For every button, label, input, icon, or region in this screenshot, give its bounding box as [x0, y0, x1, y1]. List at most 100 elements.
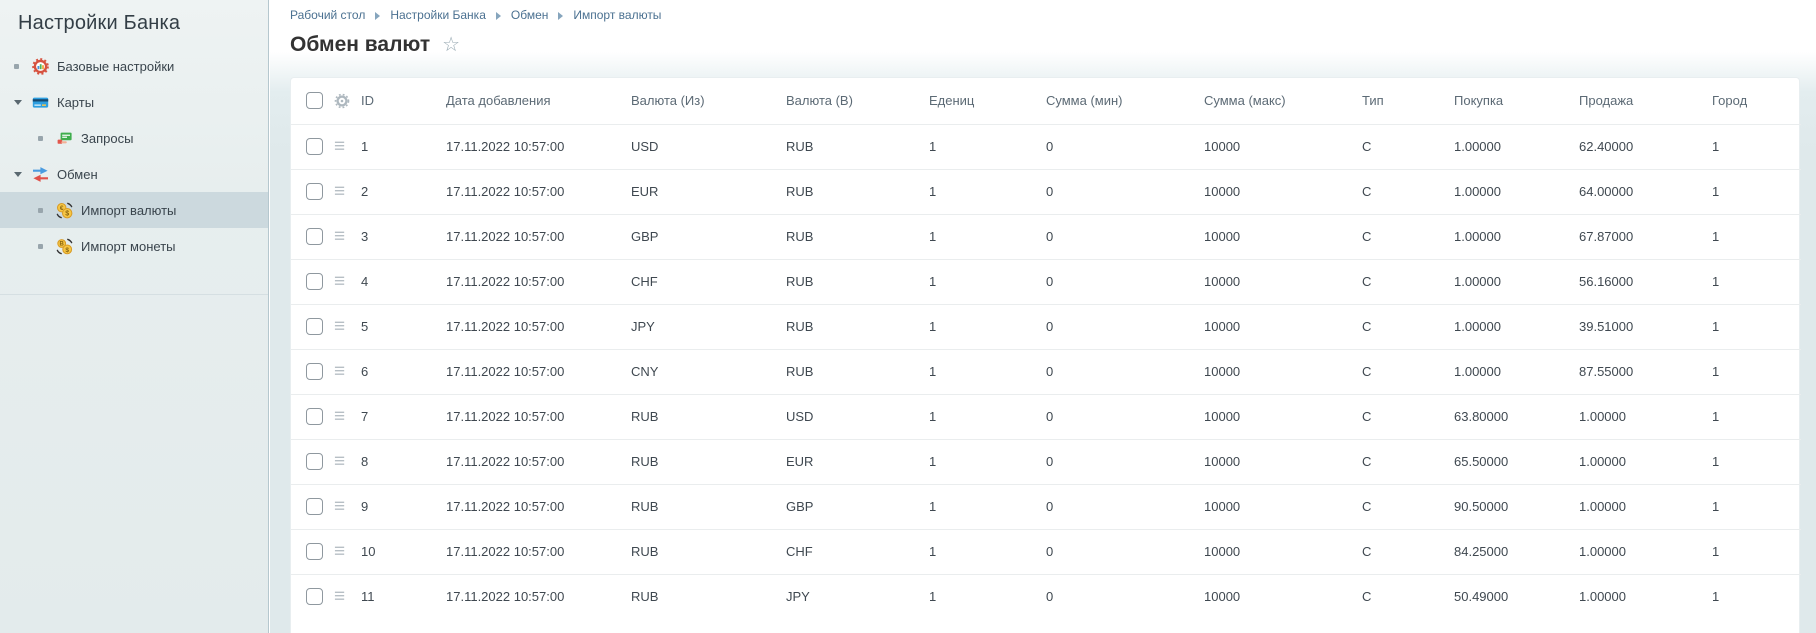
collapse-arrow-icon[interactable] [14, 99, 28, 105]
cell-sell: 1.00000 [1579, 528, 1712, 574]
table-row: ≡ 10 17.11.2022 10:57:00 RUB CHF 1 0 100… [291, 528, 1801, 574]
column-header-city[interactable]: Город [1712, 93, 1748, 109]
row-actions-menu-icon[interactable]: ≡ [334, 496, 346, 517]
row-checkbox[interactable] [306, 453, 323, 471]
row-checkbox[interactable] [306, 273, 323, 291]
row-actions-menu-icon[interactable]: ≡ [334, 316, 346, 337]
cell-currency-from: CHF [631, 258, 786, 304]
cell-type: C [1362, 573, 1454, 619]
cell-currency-from: EUR [631, 168, 786, 214]
breadcrumb-separator-icon [375, 11, 381, 20]
row-checkbox[interactable] [306, 588, 323, 606]
cell-sell: 64.00000 [1579, 168, 1712, 214]
cell-currency-to: USD [786, 393, 929, 439]
sidebar-item-cards[interactable]: Карты [0, 84, 268, 120]
column-header-units[interactable]: Едениц [929, 93, 975, 109]
row-actions-menu-icon[interactable]: ≡ [334, 541, 346, 562]
column-header-sum-max[interactable]: Сумма (макс) [1204, 93, 1286, 109]
table-row: ≡ 4 17.11.2022 10:57:00 CHF RUB 1 0 1000… [291, 258, 1801, 304]
sidebar-item-label: Импорт валюты [81, 202, 177, 218]
row-actions-menu-icon[interactable]: ≡ [334, 451, 346, 472]
row-actions-menu-icon[interactable]: ≡ [334, 271, 346, 292]
grid-header: ID Дата добавления Валюта (Из) Валюта (В… [291, 78, 1801, 124]
bullet-marker [38, 207, 52, 213]
cell-sum-min: 0 [1046, 213, 1204, 259]
row-actions-menu-icon[interactable]: ≡ [334, 226, 346, 247]
sidebar-item-label: Базовые настройки [57, 58, 175, 74]
column-header-id[interactable]: ID [361, 93, 374, 109]
table-row: ≡ 1 17.11.2022 10:57:00 USD RUB 1 0 1000… [291, 123, 1801, 169]
workspace: Рабочий стол Настройки Банка Обмен Импор… [270, 0, 1816, 633]
row-actions-menu-icon[interactable]: ≡ [334, 586, 346, 608]
bullet-marker [38, 243, 52, 249]
row-actions-menu-icon[interactable]: ≡ [334, 361, 346, 382]
cell-units: 1 [929, 303, 1046, 349]
column-header-sell[interactable]: Продажа [1579, 93, 1634, 109]
cell-sum-min: 0 [1046, 303, 1204, 349]
row-checkbox[interactable] [306, 363, 323, 381]
row-checkbox[interactable] [306, 408, 323, 426]
cell-type: C [1362, 528, 1454, 574]
cell-date-added: 17.11.2022 10:57:00 [446, 168, 631, 214]
collapse-arrow-icon[interactable] [14, 171, 28, 177]
breadcrumb-bank-settings[interactable]: Настройки Банка [390, 8, 486, 22]
row-checkbox[interactable] [306, 183, 323, 201]
cell-units: 1 [929, 393, 1046, 439]
cell-sell: 87.55000 [1579, 348, 1712, 394]
cell-sum-max: 10000 [1204, 573, 1362, 619]
sidebar-item-coin-import[interactable]: B $ Импорт монеты [0, 228, 268, 264]
row-checkbox[interactable] [306, 318, 323, 336]
breadcrumb-currency-import[interactable]: Импорт валюты [573, 8, 662, 22]
cell-sum-max: 10000 [1204, 393, 1362, 439]
row-actions-menu-icon[interactable]: ≡ [334, 181, 346, 202]
column-header-date-added[interactable]: Дата добавления [446, 93, 551, 109]
select-all-checkbox[interactable] [306, 92, 323, 110]
cell-units: 1 [929, 168, 1046, 214]
cell-buy: 1.00000 [1454, 213, 1579, 259]
breadcrumb-desktop[interactable]: Рабочий стол [290, 8, 366, 22]
sidebar-item-requests[interactable]: Запросы [0, 120, 268, 156]
row-checkbox[interactable] [306, 138, 323, 156]
table-row: ≡ 6 17.11.2022 10:57:00 CNY RUB 1 0 1000… [291, 348, 1801, 394]
cell-units: 1 [929, 213, 1046, 259]
column-header-sum-min[interactable]: Сумма (мин) [1046, 93, 1123, 109]
cell-city: 1 [1712, 348, 1801, 394]
breadcrumb-separator-icon [558, 11, 564, 20]
table-row: ≡ 11 17.11.2022 10:57:00 RUB JPY 1 0 100… [291, 573, 1801, 619]
cell-sum-max: 10000 [1204, 303, 1362, 349]
svg-text:$: $ [65, 210, 69, 217]
row-checkbox[interactable] [306, 228, 323, 246]
cell-sum-min: 0 [1046, 168, 1204, 214]
cell-date-added: 17.11.2022 10:57:00 [446, 258, 631, 304]
cell-id: 4 [361, 258, 446, 304]
column-header-currency-to[interactable]: Валюта (В) [786, 93, 853, 109]
row-checkbox[interactable] [306, 498, 323, 516]
cell-city: 1 [1712, 573, 1801, 619]
bullet-marker [14, 63, 28, 69]
table-row: ≡ 8 17.11.2022 10:57:00 RUB EUR 1 0 1000… [291, 438, 1801, 484]
sidebar-item-exchange[interactable]: Обмен [0, 156, 268, 192]
sidebar-item-currency-import[interactable]: € $ Импорт валюты [0, 192, 268, 228]
cell-currency-from: RUB [631, 438, 786, 484]
cell-sell: 56.16000 [1579, 258, 1712, 304]
sidebar-title: Настройки Банка [18, 12, 181, 34]
grid-settings-gear-icon[interactable] [334, 93, 350, 109]
cell-currency-to: RUB [786, 213, 929, 259]
cell-date-added: 17.11.2022 10:57:00 [446, 393, 631, 439]
table-row: ≡ 9 17.11.2022 10:57:00 RUB GBP 1 0 1000… [291, 483, 1801, 529]
sidebar-item-label: Обмен [57, 166, 98, 182]
sidebar-item-base-settings[interactable]: Базовые настройки [0, 48, 268, 84]
row-actions-menu-icon[interactable]: ≡ [334, 136, 346, 157]
cell-currency-to: RUB [786, 303, 929, 349]
table-row: ≡ 3 17.11.2022 10:57:00 GBP RUB 1 0 1000… [291, 213, 1801, 259]
row-checkbox[interactable] [306, 543, 323, 561]
cell-sum-max: 10000 [1204, 258, 1362, 304]
row-actions-menu-icon[interactable]: ≡ [334, 406, 346, 427]
column-header-currency-from[interactable]: Валюта (Из) [631, 93, 705, 109]
favorite-star-icon[interactable]: ☆ [442, 34, 461, 56]
cell-sum-max: 10000 [1204, 438, 1362, 484]
cell-type: C [1362, 168, 1454, 214]
column-header-buy[interactable]: Покупка [1454, 93, 1504, 109]
breadcrumb-exchange[interactable]: Обмен [510, 8, 549, 22]
column-header-type[interactable]: Тип [1362, 93, 1384, 109]
